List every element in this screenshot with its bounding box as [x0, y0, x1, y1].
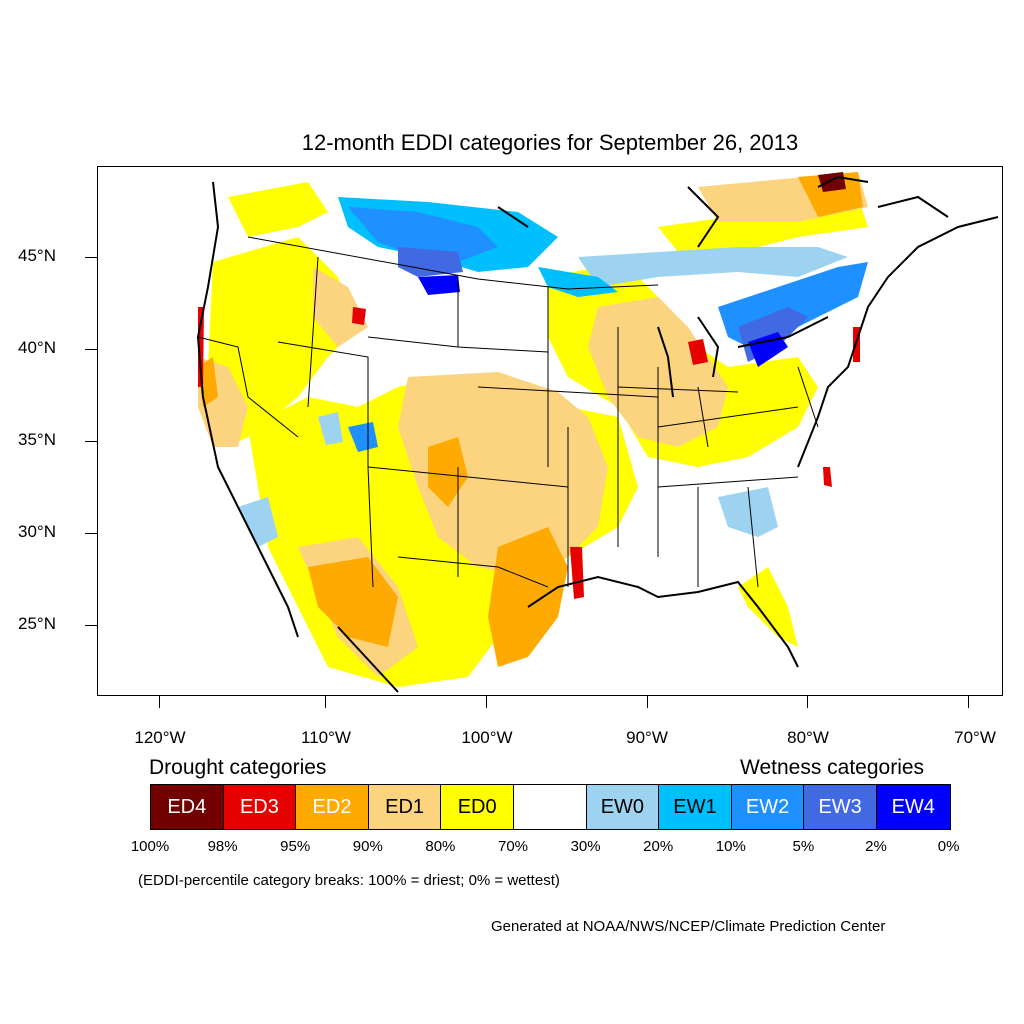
- eddi-map: [196, 172, 999, 695]
- lat-tick-35: [85, 441, 97, 442]
- drought-heading: Drought categories: [149, 756, 327, 779]
- legend-box-ed3: ED3: [223, 785, 297, 829]
- credit-text: Generated at NOAA/NWS/NCEP/Climate Predi…: [491, 918, 886, 935]
- lon-label-110: 110°W: [301, 728, 351, 747]
- legend-box-ed1: ED1: [368, 785, 442, 829]
- lat-label-40: 40°N: [18, 338, 56, 357]
- ew4-regions: [418, 275, 788, 367]
- percentile-label: 5%: [792, 838, 815, 855]
- lon-label-80: 80°W: [787, 728, 829, 747]
- map-panel: [97, 166, 1003, 696]
- percentile-label: 20%: [643, 838, 674, 855]
- legend-note: (EDDI-percentile category breaks: 100% =…: [138, 872, 560, 889]
- lon-tick-70: [968, 696, 969, 708]
- lat-tick-40: [85, 349, 97, 350]
- lat-label-45: 45°N: [18, 246, 56, 265]
- coastlines: [196, 175, 999, 693]
- wetness-heading: Wetness categories: [740, 756, 925, 779]
- percentile-label: 98%: [207, 838, 238, 855]
- legend-box-normal: [513, 785, 587, 829]
- state-boundaries: [197, 236, 819, 588]
- category-legend: ED4 ED3 ED2 ED1 ED0 EW0 EW1 EW2 EW3 EW4: [150, 784, 951, 830]
- lon-label-90: 90°W: [626, 728, 668, 747]
- lat-label-30: 30°N: [18, 522, 56, 541]
- lon-label-70: 70°W: [954, 728, 996, 747]
- percentile-label: 100%: [130, 838, 170, 855]
- legend-box-ed2: ED2: [296, 785, 369, 829]
- ed4-regions: [818, 172, 846, 192]
- lon-tick-80: [807, 696, 808, 708]
- lat-label-25: 25°N: [18, 614, 56, 633]
- lat-tick-30: [85, 533, 97, 534]
- lon-tick-90: [647, 696, 648, 708]
- percentile-label: 0%: [937, 838, 960, 855]
- lon-tick-110: [325, 696, 326, 708]
- lon-tick-100: [486, 696, 487, 708]
- legend-box-ew4: EW4: [876, 785, 950, 829]
- lat-tick-45: [85, 257, 97, 258]
- legend-box-ed4: ED4: [151, 785, 224, 829]
- lat-label-35: 35°N: [18, 430, 56, 449]
- percentile-label: 70%: [497, 838, 529, 855]
- legend-box-ew0: EW0: [586, 785, 660, 829]
- lon-label-100: 100°W: [461, 728, 513, 747]
- legend-box-ed0: ED0: [441, 785, 514, 829]
- percentile-label: 95%: [280, 838, 311, 855]
- map-title: 12-month EDDI categories for September 2…: [301, 130, 799, 155]
- legend-box-ew1: EW1: [659, 785, 732, 829]
- percentile-label: 30%: [570, 838, 601, 855]
- percentile-label: 80%: [425, 838, 456, 855]
- percentile-label: 90%: [352, 838, 383, 855]
- lon-tick-120: [159, 696, 160, 708]
- lon-label-120: 120°W: [134, 728, 186, 747]
- legend-box-ew2: EW2: [731, 785, 805, 829]
- percentile-label: 10%: [715, 838, 746, 855]
- ew0-regions: [238, 247, 848, 547]
- lat-tick-25: [85, 625, 97, 626]
- percentile-label: 2%: [865, 838, 887, 855]
- legend-box-ew3: EW3: [804, 785, 877, 829]
